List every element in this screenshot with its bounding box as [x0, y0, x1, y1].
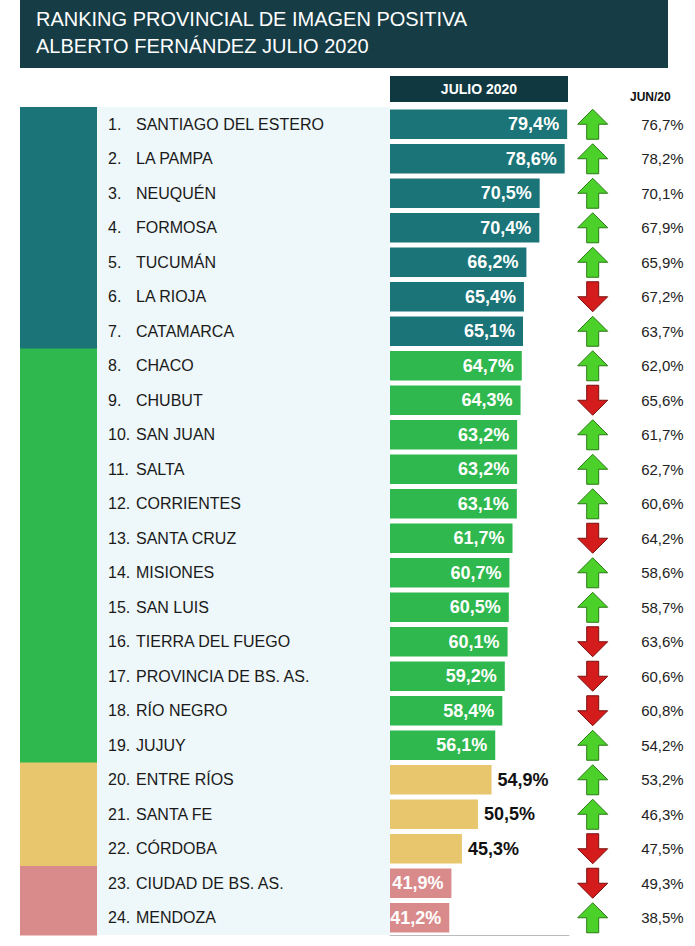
svg-text:45,3%: 45,3%: [468, 839, 519, 859]
svg-text:6.: 6.: [108, 288, 121, 305]
svg-text:60,6%: 60,6%: [641, 495, 684, 512]
svg-text:79,4%: 79,4%: [508, 114, 559, 134]
svg-text:70,5%: 70,5%: [481, 183, 532, 203]
svg-text:MISIONES: MISIONES: [136, 564, 214, 581]
html-text:RANKING PROVINCIAL DE IMAGEN P: RANKING PROVINCIAL DE IMAGEN POSITIVA AL…: [36, 8, 467, 57]
svg-text:56,1%: 56,1%: [436, 735, 487, 755]
svg-text:70,1%: 70,1%: [641, 185, 684, 202]
svg-text:LA PAMPA: LA PAMPA: [136, 150, 213, 167]
svg-text:19.: 19.: [108, 737, 130, 754]
svg-text:SANTA FE: SANTA FE: [136, 806, 212, 823]
svg-text:13.: 13.: [108, 530, 130, 547]
svg-text:78,6%: 78,6%: [506, 149, 557, 169]
svg-text:15.: 15.: [108, 599, 130, 616]
svg-text:61,7%: 61,7%: [641, 426, 684, 443]
svg-text:53,2%: 53,2%: [641, 771, 684, 788]
svg-text:66,2%: 66,2%: [467, 252, 518, 272]
svg-text:60,7%: 60,7%: [450, 563, 501, 583]
svg-text:67,2%: 67,2%: [641, 288, 684, 305]
svg-text:65,4%: 65,4%: [465, 287, 516, 307]
svg-text:SALTA: SALTA: [136, 461, 185, 478]
svg-text:2.: 2.: [108, 150, 121, 167]
svg-text:SAN LUIS: SAN LUIS: [136, 599, 209, 616]
svg-text:78,2%: 78,2%: [641, 150, 684, 167]
svg-text:63,2%: 63,2%: [458, 425, 509, 445]
svg-text:70,4%: 70,4%: [480, 218, 531, 238]
svg-text:MENDOZA: MENDOZA: [136, 909, 216, 926]
svg-text:65,1%: 65,1%: [464, 321, 515, 341]
svg-text:18.: 18.: [108, 702, 130, 719]
svg-text:23.: 23.: [108, 875, 130, 892]
svg-text:PROVINCIA DE BS. AS.: PROVINCIA DE BS. AS.: [136, 668, 309, 685]
svg-text:24.: 24.: [108, 909, 130, 926]
svg-text:CHUBUT: CHUBUT: [136, 392, 203, 409]
svg-text:62,7%: 62,7%: [641, 461, 684, 478]
svg-text:TUCUMÁN: TUCUMÁN: [136, 253, 216, 271]
svg-text:38,5%: 38,5%: [641, 909, 684, 926]
svg-text:63,6%: 63,6%: [641, 633, 684, 650]
svg-text:NEUQUÉN: NEUQUÉN: [136, 184, 216, 202]
svg-text:67,9%: 67,9%: [641, 219, 684, 236]
html-text:JULIO 2020: JULIO 2020: [440, 81, 518, 97]
svg-text:62,0%: 62,0%: [641, 357, 684, 374]
svg-text:54,2%: 54,2%: [641, 737, 684, 754]
svg-text:16.: 16.: [108, 633, 130, 650]
svg-text:CÓRDOBA: CÓRDOBA: [136, 839, 217, 857]
svg-text:60,8%: 60,8%: [641, 702, 684, 719]
svg-text:3.: 3.: [108, 185, 121, 202]
svg-text:60,5%: 60,5%: [450, 597, 501, 617]
svg-text:JUJUY: JUJUY: [136, 737, 186, 754]
html-text:JUN/20: JUN/20: [630, 90, 671, 104]
svg-text:58,6%: 58,6%: [641, 564, 684, 581]
svg-text:60,1%: 60,1%: [449, 632, 500, 652]
svg-text:46,3%: 46,3%: [641, 806, 684, 823]
svg-text:49,3%: 49,3%: [641, 875, 684, 892]
svg-text:11.: 11.: [108, 461, 129, 478]
svg-text:22.: 22.: [108, 840, 130, 857]
svg-text:41,2%: 41,2%: [390, 908, 441, 928]
svg-text:SANTA CRUZ: SANTA CRUZ: [136, 530, 236, 547]
svg-text:RÍO NEGRO: RÍO NEGRO: [136, 701, 228, 719]
svg-text:58,7%: 58,7%: [641, 599, 684, 616]
svg-text:1.: 1.: [108, 116, 121, 133]
svg-text:SAN JUAN: SAN JUAN: [136, 426, 215, 443]
svg-text:21.: 21.: [108, 806, 130, 823]
svg-text:CORRIENTES: CORRIENTES: [136, 495, 241, 512]
svg-text:76,7%: 76,7%: [641, 116, 684, 133]
svg-text:47,5%: 47,5%: [641, 840, 684, 857]
svg-text:ENTRE RÍOS: ENTRE RÍOS: [136, 770, 234, 788]
svg-text:SANTIAGO DEL ESTERO: SANTIAGO DEL ESTERO: [136, 116, 324, 133]
svg-text:50,5%: 50,5%: [484, 804, 535, 824]
svg-text:64,3%: 64,3%: [461, 390, 512, 410]
svg-text:10.: 10.: [108, 426, 130, 443]
svg-text:CHACO: CHACO: [136, 357, 194, 374]
svg-text:64,2%: 64,2%: [641, 530, 684, 547]
svg-text:FORMOSA: FORMOSA: [136, 219, 217, 236]
svg-text:60,6%: 60,6%: [641, 668, 684, 685]
svg-text:12.: 12.: [108, 495, 130, 512]
svg-text:41,9%: 41,9%: [392, 873, 443, 893]
svg-text:LA RIOJA: LA RIOJA: [136, 288, 207, 305]
svg-text:7.: 7.: [108, 323, 121, 340]
svg-text:65,9%: 65,9%: [641, 254, 684, 271]
svg-text:17.: 17.: [108, 668, 130, 685]
svg-text:20.: 20.: [108, 771, 130, 788]
svg-text:64,7%: 64,7%: [463, 356, 514, 376]
svg-text:58,4%: 58,4%: [443, 701, 494, 721]
svg-text:8.: 8.: [108, 357, 121, 374]
svg-text:63,1%: 63,1%: [458, 494, 509, 514]
svg-text:14.: 14.: [108, 564, 130, 581]
svg-text:61,7%: 61,7%: [453, 528, 504, 548]
svg-text:59,2%: 59,2%: [446, 666, 497, 686]
svg-text:CATAMARCA: CATAMARCA: [136, 323, 234, 340]
svg-text:5.: 5.: [108, 254, 121, 271]
svg-text:TIERRA DEL FUEGO: TIERRA DEL FUEGO: [136, 633, 290, 650]
svg-text:63,2%: 63,2%: [458, 459, 509, 479]
svg-text:9.: 9.: [108, 392, 121, 409]
svg-text:CIUDAD DE BS. AS.: CIUDAD DE BS. AS.: [136, 875, 284, 892]
svg-text:4.: 4.: [108, 219, 121, 236]
svg-text:65,6%: 65,6%: [641, 392, 684, 409]
svg-text:54,9%: 54,9%: [498, 770, 549, 790]
svg-text:63,7%: 63,7%: [641, 323, 684, 340]
